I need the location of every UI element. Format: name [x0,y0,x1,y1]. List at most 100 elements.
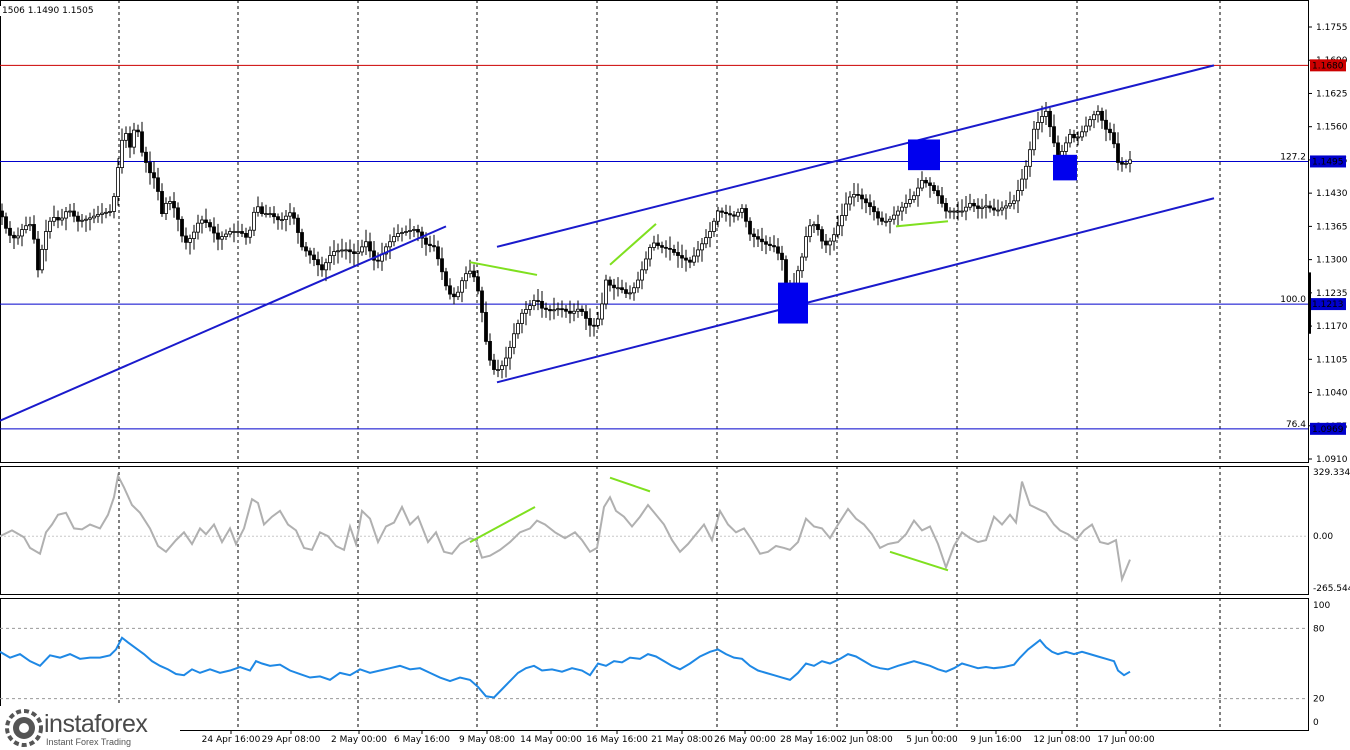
candle-body [76,215,80,222]
candle [864,194,868,214]
candle-body [1068,133,1072,144]
candle-body [72,210,76,217]
candle [688,256,692,269]
candle-body [52,217,56,222]
time-tick-label: 2 May 00:00 [331,735,387,745]
candle-body [608,279,612,286]
candle-body [208,222,212,228]
candle [228,227,232,238]
candle-body [456,291,460,298]
time-tick-label: 9 May 08:00 [459,735,515,745]
candle-body [816,224,820,230]
candle-body [180,218,184,237]
candle-body [748,220,752,235]
candle-body [620,287,624,291]
candle-body [1076,136,1080,139]
candle [128,126,132,158]
candle [832,227,836,251]
candle [536,288,540,311]
candle-body [432,245,436,248]
candle [772,235,776,253]
candle [316,251,320,277]
candle-body [236,231,240,233]
candle-body [1000,207,1004,211]
level-price-label: 1.1495 [1312,157,1344,167]
candle-body [448,285,452,295]
candle [276,213,280,230]
candle [1076,131,1080,146]
candle [548,305,552,321]
candle [764,235,768,255]
candle-body [812,224,816,227]
candle-body [116,167,120,197]
candle [496,359,500,378]
candle [64,207,68,231]
candle-body [624,289,628,294]
price-tick-label: 1.0910 [1316,455,1348,465]
candle-body [612,284,616,289]
candle-body [84,218,88,221]
candle [948,207,952,219]
candle [1068,129,1072,148]
candle [484,301,488,345]
candle-body [1112,132,1116,145]
channel-upper [496,64,1215,248]
candle [800,253,804,278]
candle [828,237,832,256]
candle-body [316,259,320,266]
candle [56,210,60,229]
candle [860,188,864,210]
price-tick-label: 1.1560 [1316,123,1348,133]
candle [612,278,616,300]
candle-body [664,246,668,249]
candle [40,244,44,274]
price-tick-label: 1.1755 [1316,23,1348,33]
candle-body [540,300,544,309]
candle-body [656,242,660,246]
candle [68,203,72,217]
signal-box [1053,154,1077,181]
candle [16,227,20,245]
candle [808,219,812,243]
candle [156,167,160,201]
candle-body [108,211,112,213]
candle-body [300,232,304,248]
candle-body [440,258,444,273]
candle [92,208,96,224]
candle-body [940,195,944,204]
candle [296,214,300,244]
candle-body [848,196,852,205]
fib-level-label: 100.0 [1280,295,1306,305]
candle [572,303,576,322]
candle [736,208,740,221]
candle [840,203,844,237]
candle-body [336,250,340,253]
candle-body [80,219,84,222]
candle [1008,191,1012,210]
candle-body [24,225,28,230]
candle [592,318,596,337]
candle-body [428,243,432,246]
candle [528,300,532,316]
candle-body [824,240,828,246]
rsi-tick-label: 80 [1313,624,1325,634]
candle-body [1096,110,1100,116]
candle [364,229,368,256]
candle [452,287,456,305]
candle-body [640,269,644,281]
candle [776,238,780,261]
candle-body [1052,126,1056,144]
candle-body [648,247,652,260]
candle [1032,121,1036,156]
candle [260,202,264,217]
candle [252,207,256,237]
candle-body [396,233,400,238]
candle-body [932,185,936,191]
candle-body [660,245,664,248]
candle [184,227,188,250]
candle [160,183,164,217]
candle-body [892,214,896,220]
candle-body [1120,162,1124,165]
cci-tick-label: 329.3341 [1313,468,1350,478]
